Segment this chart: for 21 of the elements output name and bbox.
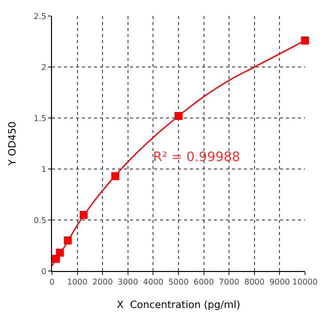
y-tick-label: 2 (41, 62, 46, 72)
x-tick-label: 3000 (118, 278, 138, 287)
y-axis-title: Y OD450 (8, 122, 19, 166)
annotation: R² = 0.99988 (153, 150, 240, 165)
x-tick-label: 9000 (270, 278, 290, 287)
y-tick-label: 1 (41, 164, 46, 174)
y-tick-label: 2.5 (34, 12, 46, 21)
x-tick-label: 2000 (92, 278, 113, 287)
x-tick-label: 10000 (292, 278, 318, 287)
x-axis-title: X Concentration (pg/ml) (116, 300, 240, 312)
x-tick-label: 6000 (194, 278, 214, 287)
x-tick-label: 5000 (168, 278, 189, 287)
point (301, 36, 309, 44)
y-tick-label: 0 (41, 266, 46, 276)
x-tick-label: 8000 (244, 278, 265, 287)
x-tick-label: 4000 (143, 278, 164, 287)
y-tick-label: 1.5 (34, 114, 46, 123)
x-tick-label: 0 (49, 278, 55, 287)
x-tick-label: 7000 (218, 278, 240, 287)
y-tick-label: 0.5 (34, 216, 46, 225)
x-tick-label: 1000 (67, 278, 88, 287)
